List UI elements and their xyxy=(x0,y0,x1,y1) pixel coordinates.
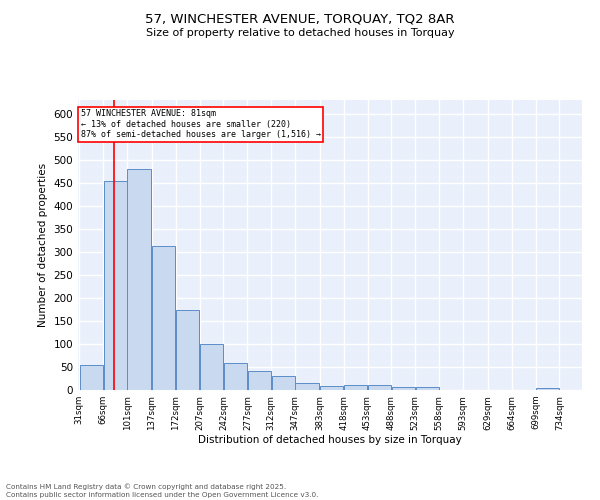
Bar xyxy=(200,344,223,390)
Bar xyxy=(344,386,367,390)
Text: Contains HM Land Registry data © Crown copyright and database right 2025.
Contai: Contains HM Land Registry data © Crown c… xyxy=(6,484,319,498)
Bar xyxy=(127,169,151,390)
Text: 57, WINCHESTER AVENUE, TORQUAY, TQ2 8AR: 57, WINCHESTER AVENUE, TORQUAY, TQ2 8AR xyxy=(145,12,455,26)
Bar xyxy=(272,376,295,390)
X-axis label: Distribution of detached houses by size in Torquay: Distribution of detached houses by size … xyxy=(198,436,462,446)
Bar xyxy=(104,180,127,390)
Bar xyxy=(80,364,103,390)
Y-axis label: Number of detached properties: Number of detached properties xyxy=(38,163,48,327)
Bar xyxy=(224,363,247,390)
Bar xyxy=(392,387,415,390)
Bar xyxy=(176,310,199,390)
Bar xyxy=(295,383,319,390)
Bar xyxy=(368,386,391,390)
Text: 57 WINCHESTER AVENUE: 81sqm
← 13% of detached houses are smaller (220)
87% of se: 57 WINCHESTER AVENUE: 81sqm ← 13% of det… xyxy=(81,109,321,139)
Bar xyxy=(536,388,559,390)
Text: Size of property relative to detached houses in Torquay: Size of property relative to detached ho… xyxy=(146,28,454,38)
Bar xyxy=(416,387,439,390)
Bar xyxy=(320,386,343,390)
Bar xyxy=(248,370,271,390)
Bar xyxy=(152,246,175,390)
